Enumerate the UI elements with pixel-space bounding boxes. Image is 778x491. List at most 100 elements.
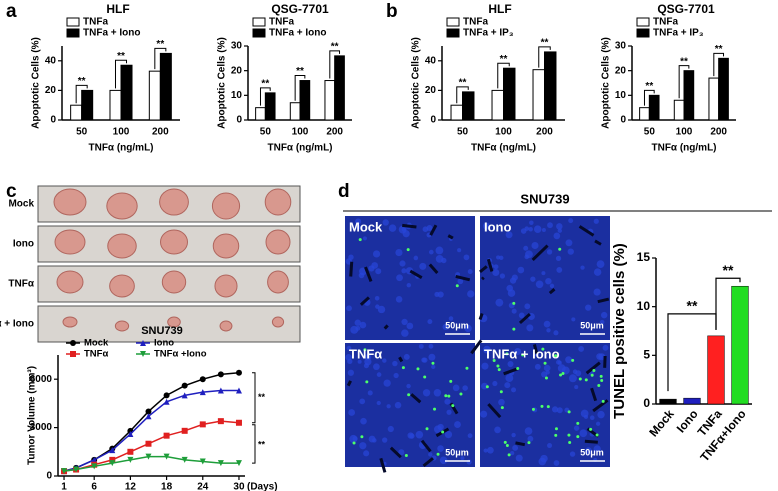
y-tick-label: 6000 <box>30 374 53 385</box>
x-axis-label: TNFα (ng/mL) <box>471 143 536 154</box>
tunel-signal <box>558 247 562 251</box>
legend-swatch <box>446 17 460 27</box>
significance: ** <box>541 38 549 49</box>
y-tick-label: 0 <box>236 115 242 126</box>
nucleus <box>428 353 436 361</box>
y-axis-label: Tumor Volume (mm³) <box>27 366 38 465</box>
point <box>217 371 224 378</box>
tunel-signal <box>492 358 496 362</box>
panel-label: a <box>6 1 17 22</box>
bar <box>718 57 729 121</box>
nucleus <box>511 274 518 281</box>
x-tick-label: 24 <box>197 482 209 491</box>
tunel-signal <box>584 378 588 382</box>
tunel-signal <box>599 374 603 378</box>
nucleus <box>398 449 405 456</box>
crack <box>592 399 609 413</box>
bar <box>648 94 660 121</box>
point <box>235 419 242 426</box>
significance-bracket <box>643 89 655 106</box>
nucleus <box>499 273 506 279</box>
x-tick-label: 50 <box>644 127 656 138</box>
tunel-signal <box>447 394 451 398</box>
bar <box>264 92 276 121</box>
x-axis-label: (Days) <box>247 482 278 491</box>
tunel-signal <box>459 392 463 396</box>
tunel-signal <box>406 248 410 252</box>
nucleus <box>540 454 548 463</box>
tunel-signal <box>512 301 516 305</box>
crack <box>515 441 526 447</box>
nucleus <box>467 433 473 439</box>
crack <box>531 244 549 262</box>
nucleus <box>387 425 394 433</box>
y-tick-label: 20 <box>615 65 627 76</box>
x-tick-label: 200 <box>710 127 727 138</box>
nucleus <box>602 344 609 351</box>
nucleus <box>460 456 465 461</box>
tunel-signal <box>595 433 599 437</box>
nucleus <box>512 444 519 451</box>
crack <box>359 296 370 306</box>
nucleus <box>504 382 511 389</box>
nucleus <box>483 448 488 453</box>
y-tick-label: 20 <box>231 65 243 76</box>
scale-label: 50μm <box>580 320 604 330</box>
bar <box>81 89 94 121</box>
tunel-signal <box>592 368 596 372</box>
bar <box>148 70 161 121</box>
crack <box>518 312 531 325</box>
crack <box>428 263 439 275</box>
nucleus <box>422 226 429 232</box>
tumor <box>54 229 86 255</box>
nucleus <box>481 382 488 390</box>
tunel-signal <box>436 452 440 456</box>
x-tick-label: 30 <box>233 482 245 491</box>
tunel-signal <box>423 375 427 379</box>
nucleus <box>422 357 428 363</box>
nucleus <box>593 445 601 453</box>
tunel-signal <box>507 453 511 457</box>
y-tick-label: 30 <box>231 41 243 52</box>
legend-swatch <box>636 28 650 38</box>
significance: ** <box>331 42 339 53</box>
nucleus <box>374 295 380 301</box>
crack <box>578 225 595 237</box>
tumor <box>219 320 233 332</box>
significance: ** <box>117 51 125 62</box>
y-tick-label: 15 <box>637 250 651 264</box>
tumor <box>264 188 292 216</box>
nucleus <box>454 421 461 428</box>
nucleus <box>546 328 551 333</box>
nucleus <box>506 284 514 292</box>
nucleus <box>507 361 514 368</box>
crack <box>389 446 402 459</box>
point <box>235 387 242 394</box>
bar <box>255 107 266 121</box>
crack <box>379 457 387 473</box>
nucleus <box>386 404 391 409</box>
point <box>70 351 76 357</box>
nucleus <box>573 425 580 431</box>
bar <box>109 89 122 121</box>
nucleus <box>435 254 444 263</box>
significance-bracket <box>713 52 725 77</box>
tumor <box>159 188 189 216</box>
bar <box>289 102 301 121</box>
nucleus <box>526 324 534 332</box>
significance-bracket <box>538 46 551 68</box>
significance-bracket <box>678 65 690 99</box>
tumor <box>211 192 241 220</box>
nucleus <box>377 305 386 314</box>
nucleus <box>348 409 356 416</box>
nucleus <box>382 358 387 363</box>
nucleus <box>376 372 382 377</box>
crack <box>470 339 483 355</box>
tunel-signal <box>485 385 489 389</box>
nucleus <box>549 283 555 289</box>
x-axis-label: TNFα (ng/mL) <box>88 143 153 154</box>
crack <box>532 344 539 355</box>
nucleus <box>359 398 366 405</box>
nucleus <box>593 268 602 276</box>
tunel-signal <box>505 352 509 356</box>
